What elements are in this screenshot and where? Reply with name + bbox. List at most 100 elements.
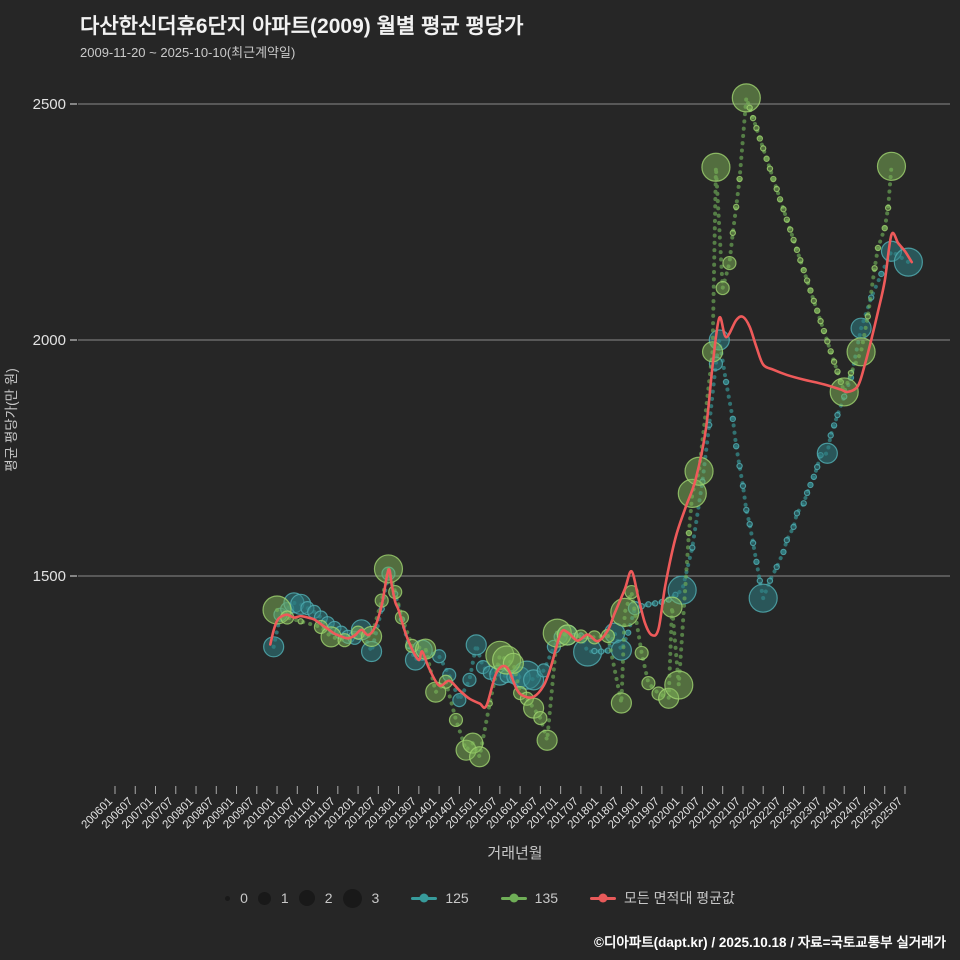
series-125-bubble[interactable] [722,378,730,386]
series-135-bubble[interactable] [776,196,784,203]
series-135-bubble[interactable] [297,618,304,625]
series-135-bubble[interactable] [807,287,814,294]
series-125-bubble[interactable] [749,539,757,547]
series-125-bubble[interactable] [766,577,774,584]
series-135-bubble[interactable] [874,244,882,252]
series-125-bubble[interactable] [729,415,737,423]
series-125-bubble[interactable] [748,583,778,613]
series-135-bubble[interactable] [610,692,633,714]
series-125-bubble[interactable] [893,247,923,277]
series-125-bubble[interactable] [610,639,633,661]
series-135-bubble[interactable] [701,152,731,182]
series-135-bubble[interactable] [810,297,818,305]
series-135-bubble[interactable] [787,226,794,233]
legend-series-125[interactable]: 125 [411,890,469,906]
series-125-bubble[interactable] [793,510,801,517]
series-125-bubble[interactable] [830,422,838,429]
series-135-bubble[interactable] [797,257,804,264]
series-135-bubble[interactable] [448,712,464,728]
series-125-bubble[interactable] [807,481,814,489]
series-125-bubble[interactable] [878,270,885,278]
series-135-bubble[interactable] [803,277,811,284]
series-135-bubble[interactable] [770,175,777,183]
series-135-bubble[interactable] [533,710,548,726]
series-135-bubble[interactable] [824,338,831,345]
series-135-bubble[interactable] [502,652,524,674]
series-135-bubble[interactable] [884,204,892,212]
series-135-bubble[interactable] [834,368,841,375]
series-125-bubble[interactable] [780,548,787,556]
series-135-bubble[interactable] [827,348,834,355]
series-135-bubble[interactable] [684,456,714,486]
series-125-bubble[interactable] [810,473,818,481]
series-135-bubble[interactable] [766,165,774,172]
series-125-bubble[interactable] [462,672,477,687]
series-125-bubble[interactable] [689,544,696,551]
series-125-bubble[interactable] [651,600,659,607]
series-135-bubble[interactable] [661,596,683,618]
series-125-bubble[interactable] [465,634,487,656]
series-135-bubble[interactable] [817,317,824,325]
series-125-bubble[interactable] [743,506,750,514]
series-125-bubble[interactable] [746,520,753,528]
series-125-bubble[interactable] [739,482,747,490]
series-135-bubble[interactable] [722,255,737,271]
series-135-bubble[interactable] [749,114,757,122]
series-135-bubble[interactable] [830,358,838,365]
series-135-bubble[interactable] [814,307,821,314]
series-135-bubble[interactable] [800,266,807,274]
series-135-bubble[interactable] [634,645,649,661]
series-average-line[interactable] [268,231,914,710]
legend-series-average[interactable]: 모든 면적대 평균값 [590,888,735,908]
series-125-bubble[interactable] [773,563,780,571]
legend-series-135[interactable]: 135 [500,890,558,906]
series-135-bubble[interactable] [756,135,764,142]
series-125-bubble[interactable] [736,462,743,470]
series-125-bubble[interactable] [645,601,652,608]
series-135-bubble[interactable] [360,625,383,648]
series-135-bubble[interactable] [732,203,740,211]
series-125-bubble[interactable] [624,629,632,636]
series-135-bubble[interactable] [820,327,828,335]
series-135-bubble[interactable] [664,670,694,700]
series-135-bubble[interactable] [864,313,872,320]
series-125-bubble[interactable] [790,523,797,531]
series-135-bubble[interactable] [715,280,730,296]
series-135-bubble[interactable] [881,224,888,232]
series-135-bubble[interactable] [847,369,855,377]
series-135-bubble[interactable] [871,265,878,272]
series-135-bubble[interactable] [469,746,491,768]
series-125-bubble[interactable] [834,411,841,419]
series-125-bubble[interactable] [753,558,760,566]
series-125-bubble[interactable] [591,647,598,655]
series-125-bubble[interactable] [816,442,838,464]
series-135-bubble[interactable] [759,145,767,152]
series-135-bubble[interactable] [746,104,753,111]
series-125-bubble[interactable] [783,536,791,544]
series-125-bubble[interactable] [803,489,811,497]
series-135-bubble[interactable] [736,175,743,183]
series-125-bubble[interactable] [263,636,285,658]
series-135-bubble[interactable] [790,236,797,244]
series-135-bubble[interactable] [753,124,760,132]
series-135-bubble[interactable] [763,155,770,162]
series-135-bubble[interactable] [876,151,907,181]
series-125-bubble[interactable] [597,648,605,655]
series-125-bubble[interactable] [452,693,467,708]
series-135-bubble[interactable] [783,216,791,223]
series-125-bubble[interactable] [827,432,834,439]
series-135-bubble[interactable] [846,337,876,367]
series-135[interactable] [262,83,907,768]
series-125-bubble[interactable] [814,463,821,471]
series-135-bubble[interactable] [641,676,656,691]
series-125-bubble[interactable] [732,443,740,450]
series-135-bubble[interactable] [793,246,801,254]
series-135-bubble[interactable] [780,206,787,213]
series-135-bubble[interactable] [773,185,780,193]
series-125-bubble[interactable] [800,500,807,507]
series-135-bubble[interactable] [729,229,737,237]
series-125-bubble[interactable] [756,577,764,584]
series-135-bubble[interactable] [685,529,693,537]
series-135-bubble[interactable] [731,83,761,113]
series-135-bubble[interactable] [536,729,558,751]
